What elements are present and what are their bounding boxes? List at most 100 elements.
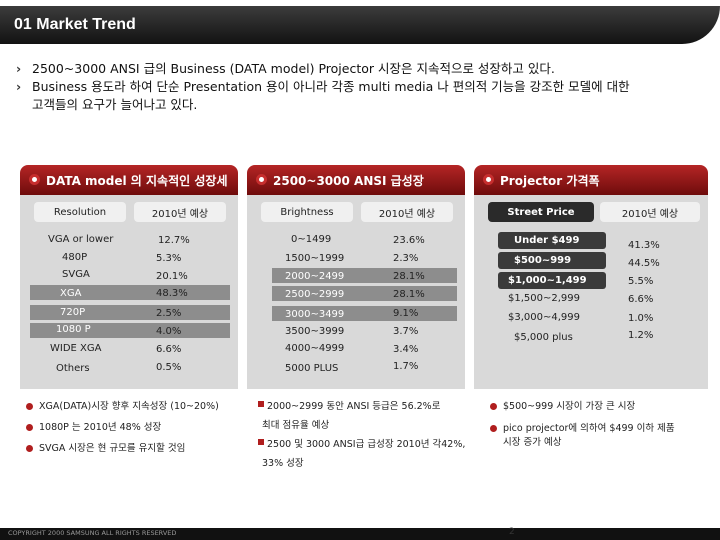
copyright-text: COPYRIGHT 2000 SAMSUNG ALL RIGHTS RESERV… bbox=[8, 529, 177, 537]
table-cell: 480P bbox=[62, 252, 88, 263]
table-cell: $5,000 plus bbox=[514, 332, 573, 343]
table-cell: 6.6% bbox=[156, 344, 182, 355]
note-text: SVGA 시장은 현 규모를 유지할 것임 bbox=[39, 443, 186, 454]
table-cell: 1.7% bbox=[393, 361, 419, 372]
bullet-dot-icon bbox=[26, 424, 33, 431]
note-text: 최대 점유율 예상 bbox=[262, 420, 330, 431]
bullet-2: › Business 용도라 하여 단순 Presentation 용이 아니라… bbox=[14, 78, 714, 114]
table-cell: 6.6% bbox=[628, 294, 654, 305]
page-title: 01 Market Trend bbox=[14, 16, 136, 33]
table-cell: 2.5% bbox=[156, 308, 182, 319]
bullet-dot-icon bbox=[490, 425, 497, 432]
note-text: 33% 성장 bbox=[262, 458, 304, 469]
page-number: 2 bbox=[509, 527, 515, 537]
bullet-1: › 2500~3000 ANSI 급의 Business (DATA model… bbox=[14, 60, 714, 78]
intro-bullets: › 2500~3000 ANSI 급의 Business (DATA model… bbox=[14, 60, 714, 114]
table-cell: 28.1% bbox=[393, 289, 425, 300]
bullet-dot-icon bbox=[490, 403, 497, 410]
chevron-right-icon: › bbox=[16, 79, 22, 94]
chevron-right-icon: › bbox=[16, 61, 22, 76]
table-cell: 3500~3999 bbox=[285, 326, 345, 337]
note-text: 2500 및 3000 ANSI급 급성장 2010년 각42%, bbox=[267, 439, 466, 450]
panel-3-table: Street Price 2010년 예상 Under $499 41.3% $… bbox=[474, 195, 708, 389]
note-text: 1080P 는 2010년 48% 성장 bbox=[39, 422, 162, 433]
note-text: XGA(DATA)시장 향후 지속성장 (10~20%) bbox=[39, 401, 219, 412]
panel-3-header: Projector 가격폭 bbox=[474, 165, 708, 195]
table-cell: 0.5% bbox=[156, 362, 182, 373]
table-cell: WIDE XGA bbox=[50, 343, 102, 354]
panel-3-notes: $500~999 시장이 가장 큰 시장 pico projector에 의하여… bbox=[490, 400, 710, 450]
highlight-band bbox=[498, 232, 606, 249]
table-cell: $3,000~4,999 bbox=[508, 312, 580, 323]
bullet-dot-icon bbox=[483, 174, 494, 185]
table-cell: 41.3% bbox=[628, 240, 660, 251]
panel-1-notes: XGA(DATA)시장 향후 지속성장 (10~20%) 1080P 는 201… bbox=[26, 400, 241, 456]
table-cell: 1500~1999 bbox=[285, 253, 345, 264]
table-cell: 12.7% bbox=[158, 235, 190, 246]
table-cell: 2500~2999 bbox=[285, 289, 345, 300]
table-cell: 720P bbox=[60, 307, 86, 318]
highlight-band bbox=[272, 306, 457, 321]
panel-2-col2-header: 2010년 예상 bbox=[361, 202, 453, 222]
table-cell: 20.1% bbox=[156, 271, 188, 282]
highlight-band bbox=[272, 286, 457, 301]
table-cell: 1080 P bbox=[56, 324, 91, 335]
bullet-dot-icon bbox=[26, 445, 33, 452]
panel-1-title: DATA model 의 지속적인 성장세 bbox=[46, 174, 228, 188]
table-cell: $1,500~2,999 bbox=[508, 293, 580, 304]
table-cell: Under $499 bbox=[514, 235, 580, 246]
panel-2-col1-header: Brightness bbox=[261, 202, 353, 222]
bullet-2-text: Business 용도라 하여 단순 Presentation 용이 아니라 각… bbox=[32, 79, 630, 94]
bullet-dot-icon bbox=[29, 174, 40, 185]
bullet-dot-icon bbox=[256, 174, 267, 185]
title-bar: 01 Market Trend bbox=[0, 6, 720, 44]
table-cell: 2000~2499 bbox=[285, 271, 345, 282]
panel-3-col2-header: 2010년 예상 bbox=[600, 202, 700, 222]
highlight-band bbox=[30, 285, 230, 300]
table-cell: 4.0% bbox=[156, 326, 182, 337]
bullet-dot-icon bbox=[26, 403, 33, 410]
table-cell: 5.5% bbox=[628, 276, 654, 287]
table-cell: 5000 PLUS bbox=[285, 363, 339, 374]
table-cell: 5.3% bbox=[156, 253, 182, 264]
panel-3-col1-header: Street Price bbox=[488, 202, 594, 222]
highlight-band bbox=[30, 323, 230, 338]
table-cell: 0~1499 bbox=[291, 234, 332, 245]
panel-2-title: 2500~3000 ANSI 급성장 bbox=[273, 174, 424, 188]
table-cell: 1.2% bbox=[628, 330, 654, 341]
table-cell: $500~999 bbox=[514, 255, 572, 266]
table-cell: Others bbox=[56, 363, 90, 374]
table-cell: XGA bbox=[60, 288, 82, 299]
table-cell: 1.0% bbox=[628, 313, 654, 324]
table-cell: 23.6% bbox=[393, 235, 425, 246]
bullet-square-icon bbox=[258, 439, 264, 445]
table-cell: VGA or lower bbox=[48, 234, 114, 245]
panel-3-title: Projector 가격폭 bbox=[500, 174, 600, 188]
bullet-1-text: 2500~3000 ANSI 급의 Business (DATA model) … bbox=[32, 61, 555, 76]
table-cell: 3.4% bbox=[393, 344, 419, 355]
panel-1-header: DATA model 의 지속적인 성장세 bbox=[20, 165, 238, 195]
note-text: $500~999 시장이 가장 큰 시장 bbox=[503, 401, 636, 412]
bullet-square-icon bbox=[258, 401, 264, 407]
table-cell: 28.1% bbox=[393, 271, 425, 282]
table-cell: 4000~4999 bbox=[285, 343, 345, 354]
table-cell: $1,000~1,499 bbox=[508, 275, 587, 286]
table-cell: 48.3% bbox=[156, 288, 188, 299]
panel-2-notes: 2000~2999 동안 ANSI 등급은 56.2%로 최대 점유율 예상 2… bbox=[258, 400, 473, 471]
highlight-band bbox=[498, 272, 606, 289]
note-text: 시장 증가 예상 bbox=[503, 437, 562, 448]
note-text: pico projector에 의하여 $499 이하 제품 bbox=[503, 423, 675, 434]
table-cell: SVGA bbox=[62, 269, 90, 280]
panel-1-table: Resolution 2010년 예상 VGA or lower 12.7% 4… bbox=[20, 195, 238, 389]
panel-2-header: 2500~3000 ANSI 급성장 bbox=[247, 165, 465, 195]
panel-2-table: Brightness 2010년 예상 0~1499 23.6% 1500~19… bbox=[247, 195, 465, 389]
panel-1-col2-header: 2010년 예상 bbox=[134, 202, 226, 222]
footer-bar: COPYRIGHT 2000 SAMSUNG ALL RIGHTS RESERV… bbox=[0, 528, 720, 540]
table-cell: 44.5% bbox=[628, 258, 660, 269]
highlight-band bbox=[498, 252, 606, 269]
table-cell: 3000~3499 bbox=[285, 309, 345, 320]
table-cell: 9.1% bbox=[393, 308, 419, 319]
panel-1-col1-header: Resolution bbox=[34, 202, 126, 222]
highlight-band bbox=[272, 268, 457, 283]
note-text: 2000~2999 동안 ANSI 등급은 56.2%로 bbox=[267, 401, 441, 412]
